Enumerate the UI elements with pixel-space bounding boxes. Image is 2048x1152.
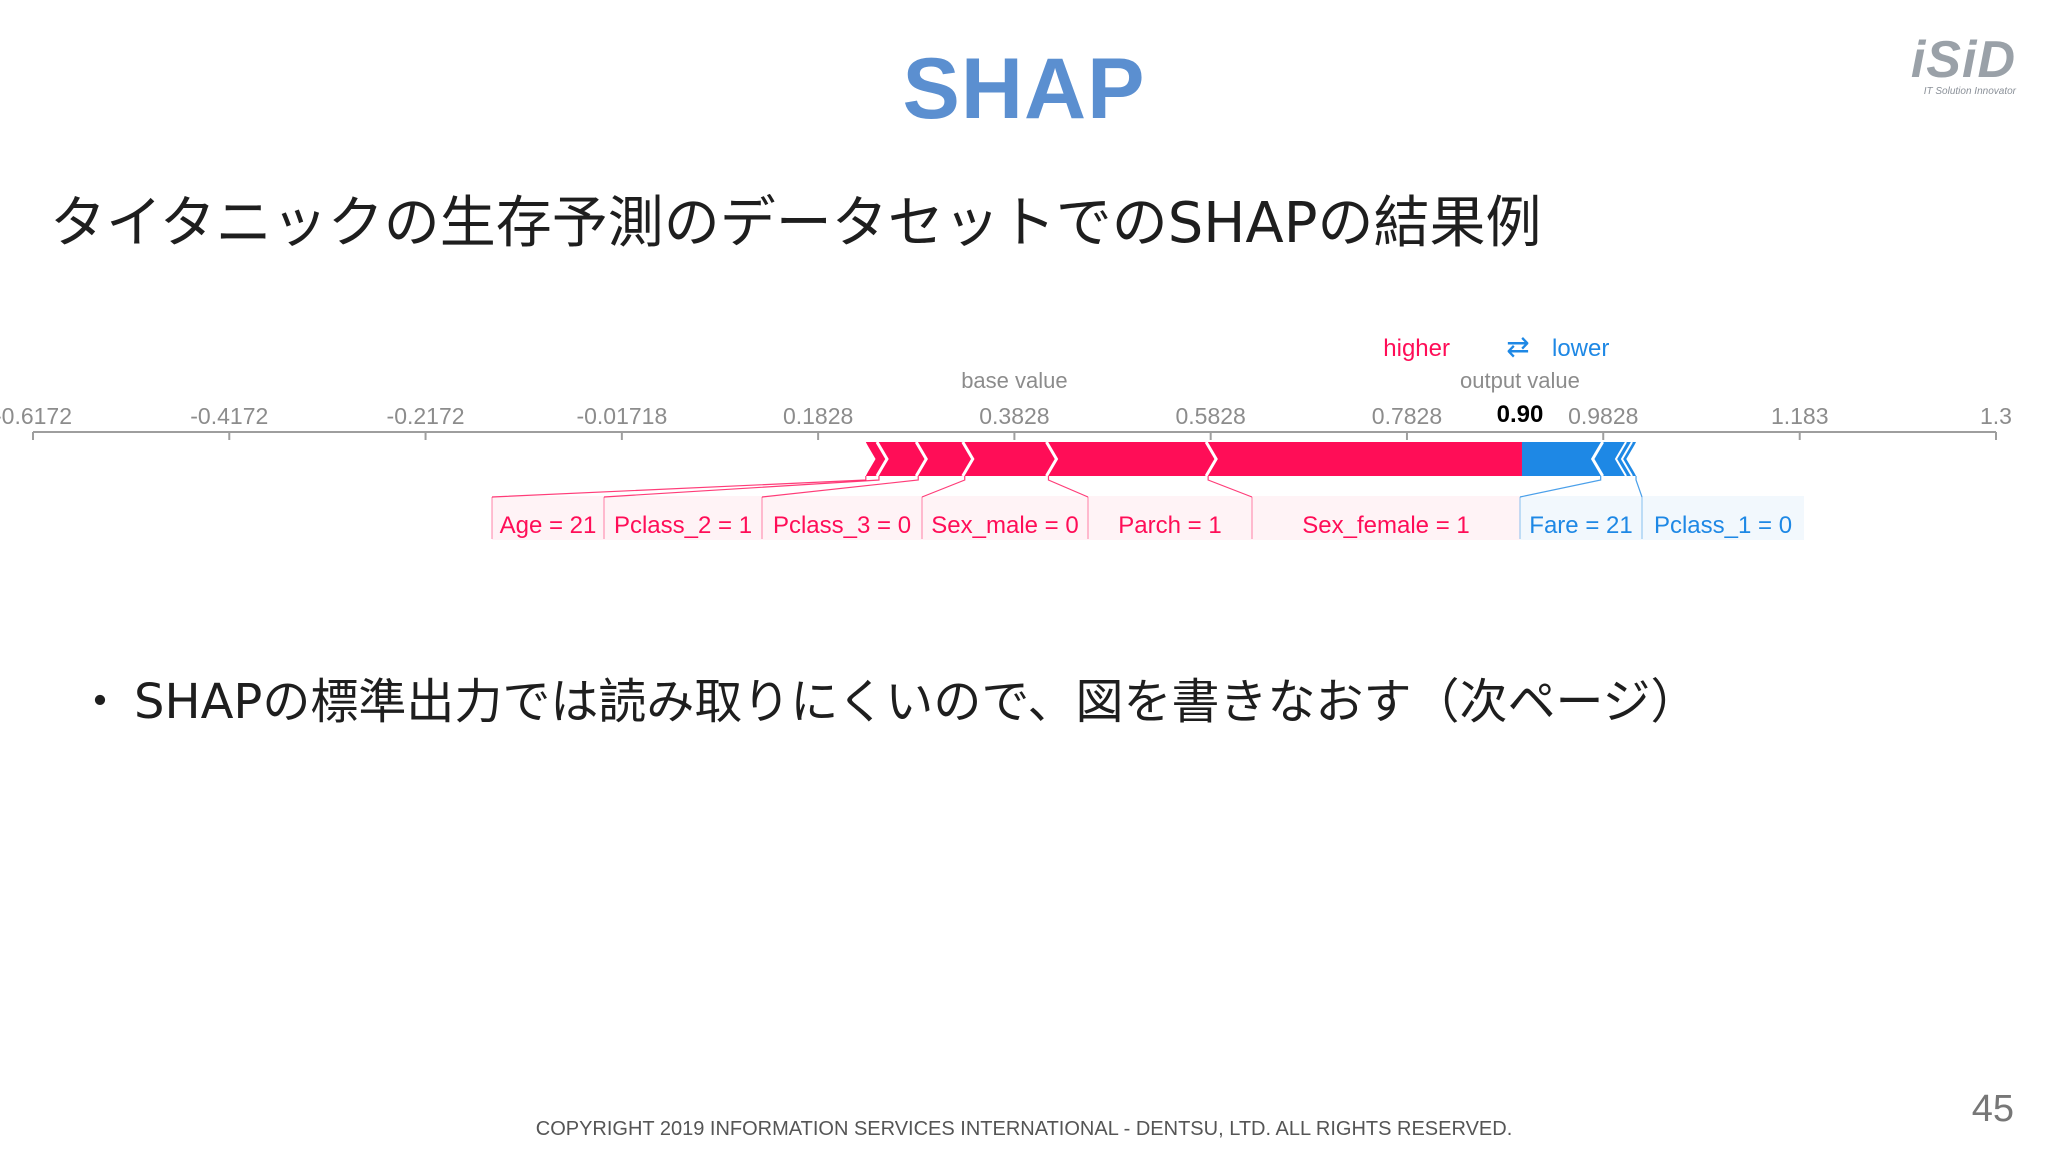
tick-label: 0.7828 — [1372, 403, 1442, 429]
segment-chevron — [1614, 441, 1627, 477]
label-connector — [921, 476, 966, 498]
negative-bar — [1521, 442, 1637, 476]
tick-label: 0.9828 — [1568, 403, 1638, 429]
legend-lower: lower — [1552, 335, 1609, 362]
tick-label: 0.1828 — [783, 403, 853, 429]
bullet-item: ・ SHAPの標準出力では読み取りにくいので、図を書きなおす（次ページ） — [76, 662, 1699, 732]
output-value-label: output value — [1460, 368, 1580, 393]
segment-chevron — [1045, 441, 1059, 477]
segment-chevron — [1626, 441, 1640, 477]
bullet-mark: ・ — [76, 674, 125, 730]
segment-chevron — [862, 441, 876, 477]
tick-label: -0.01718 — [576, 403, 667, 429]
slide-subtitle: タイタニックの生存予測のデータセットでのSHAPの結果例 — [50, 191, 1542, 256]
label-background — [1520, 496, 1642, 540]
label-background — [762, 496, 922, 540]
copyright-notice: COPYRIGHT 2019 INFORMATION SERVICES INTE… — [535, 1118, 1513, 1140]
feature-label: Fare = 21 — [1529, 512, 1632, 539]
tick-label: 1.3 — [1980, 403, 2012, 429]
tick-label: 1.183 — [1771, 403, 1829, 429]
label-connector — [491, 476, 867, 498]
logo-wordmark: iSiD — [1910, 31, 2016, 89]
chart-legend: higher ⇄ lower — [1383, 331, 1609, 362]
x-axis: -0.6172 -0.4172 -0.2172 -0.01718 0.1828 0.382… — [0, 403, 2012, 440]
tick-label: -0.4172 — [190, 403, 268, 429]
label-connector — [1047, 476, 1089, 498]
legend-arrow: ⇄ — [1506, 331, 1529, 362]
label-connector — [1519, 476, 1602, 498]
force-bars — [862, 441, 1640, 477]
tick-label: -0.2172 — [387, 403, 465, 429]
label-background — [922, 496, 1088, 540]
output-value: 0.90 — [1497, 401, 1544, 428]
feature-label: Pclass_2 = 1 — [614, 512, 752, 539]
feature-label: Sex_female = 1 — [1302, 512, 1469, 539]
segment-chevron — [914, 441, 928, 477]
tick-label: 0.5828 — [1176, 403, 1246, 429]
positive-bar — [865, 442, 1522, 476]
label-background — [604, 496, 762, 540]
shap-force-plot: higher ⇄ lower base value output value -… — [0, 331, 2012, 540]
label-background — [1642, 496, 1804, 540]
label-background — [1252, 496, 1520, 540]
label-connector — [761, 476, 919, 498]
feature-label: Parch = 1 — [1118, 512, 1221, 539]
slide-title: SHAP — [902, 41, 1146, 137]
logo-tagline: IT Solution Innovator — [1923, 86, 2016, 97]
feature-label: Pclass_1 = 0 — [1654, 512, 1792, 539]
tick-label: 0.3828 — [979, 403, 1049, 429]
label-connector — [603, 476, 880, 498]
page-number: 45 — [1971, 1088, 2014, 1130]
legend-higher: higher — [1383, 335, 1450, 362]
feature-labels: Age = 21 Pclass_2 = 1 Pclass_3 = 0 Sex_male… — [491, 476, 1804, 540]
segment-chevron — [1620, 441, 1633, 477]
tick-label: -0.6172 — [0, 403, 72, 429]
segment-chevron — [875, 441, 889, 477]
segment-chevron — [1204, 441, 1218, 477]
bullet-text: SHAPの標準出力では読み取りにくいので、図を書きなおす（次ページ） — [134, 674, 1699, 730]
segment-chevron — [1590, 441, 1604, 477]
label-background — [1088, 496, 1252, 540]
company-logo: iSiD IT Solution Innovator — [1910, 31, 2016, 97]
segment-chevron — [961, 441, 975, 477]
label-background — [492, 496, 604, 540]
label-connector — [1207, 476, 1253, 498]
base-value-label: base value — [961, 368, 1067, 393]
feature-label: Age = 21 — [500, 512, 597, 539]
feature-label: Pclass_3 = 0 — [773, 512, 911, 539]
feature-label: Sex_male = 0 — [931, 512, 1078, 539]
label-connector — [1635, 476, 1643, 498]
